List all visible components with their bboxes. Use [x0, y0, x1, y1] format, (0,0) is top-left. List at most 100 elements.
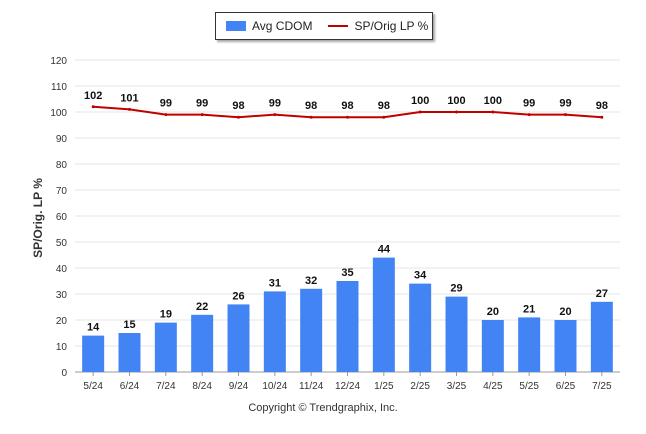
line-data-label: 102: [84, 90, 102, 102]
bar-data-label: 20: [559, 306, 571, 318]
x-tick-label: 5/24: [83, 381, 103, 392]
line-data-label: 100: [411, 95, 429, 107]
legend-item-line[interactable]: SP/Orig LP %: [328, 19, 428, 33]
bar-data-label: 22: [196, 301, 208, 313]
line-point: [200, 113, 204, 117]
line-point: [455, 110, 458, 114]
legend-line-label: SP/Orig LP %: [354, 19, 429, 33]
bar-data-label: 19: [160, 309, 172, 321]
x-tick-label: 6/24: [120, 381, 140, 392]
x-tick-label: 5/25: [519, 381, 539, 392]
copyright-text: Copyright © Trendgraphix, Inc.: [248, 402, 398, 414]
y-tick-label: 100: [50, 108, 67, 119]
line-point: [600, 115, 604, 119]
bar-data-label: 21: [523, 303, 535, 315]
x-tick-label: 7/24: [156, 381, 176, 392]
legend-item-bar[interactable]: Avg CDOM: [226, 19, 312, 33]
bar: [590, 301, 613, 372]
bar-data-label: 20: [487, 306, 499, 318]
bar: [554, 320, 577, 372]
bar-data-label: 29: [450, 283, 462, 295]
legend-bar-label: Avg CDOM: [252, 19, 313, 33]
bar-data-labels: 14 15 19 22 26 31 32 35 44 34 29 20 21 20 27: [87, 244, 608, 334]
y-tick-label: 20: [56, 316, 68, 327]
bar: [481, 320, 504, 372]
bar-data-label: 34: [414, 270, 427, 282]
bar-data-label: 44: [378, 244, 391, 256]
line-point: [273, 113, 277, 117]
line-point: [164, 113, 168, 117]
line-point: [309, 115, 313, 119]
line-data-label: 98: [305, 100, 317, 112]
bar-data-label: 32: [305, 275, 317, 287]
bar: [409, 283, 432, 372]
line-data-label: 99: [269, 98, 281, 110]
bar: [227, 304, 250, 372]
bar-data-label: 31: [269, 277, 281, 289]
bar: [300, 288, 323, 372]
line-point: [491, 110, 495, 114]
x-tick-label: 2/25: [410, 381, 430, 392]
bar: [191, 314, 214, 372]
line-point: [128, 107, 131, 111]
line-data-label: 98: [596, 100, 608, 112]
line-point: [382, 115, 386, 119]
bar-data-label: 27: [596, 288, 608, 300]
bar: [445, 296, 468, 372]
x-tick-label: 6/25: [556, 381, 576, 392]
y-tick-label: 30: [56, 290, 68, 301]
bar: [118, 333, 141, 372]
y-tick-label: 70: [56, 186, 68, 197]
bar: [336, 281, 359, 372]
x-tick-label: 3/25: [447, 381, 467, 392]
line-data-label: 98: [378, 100, 390, 112]
line-swatch-icon: [328, 25, 349, 27]
bar: [372, 257, 395, 372]
x-tick-label: 10/24: [262, 381, 287, 392]
bar-data-label: 14: [87, 322, 100, 334]
y-axis-ticks: 0 10 20 30 40 50 60 70 80 90 100 110 120: [50, 56, 67, 379]
y-tick-label: 50: [56, 238, 68, 249]
line-data-label: 99: [559, 98, 571, 110]
line-data-label: 99: [523, 98, 535, 110]
y-axis-title: SP/Orig. LP %: [31, 178, 45, 258]
grid-lines: [75, 59, 620, 373]
bar: [263, 291, 286, 372]
line-point: [564, 113, 567, 117]
x-axis-ticks: 5/24 6/24 7/24 8/24 9/24 10/24 11/24 12/24 1/25 2…: [83, 372, 612, 392]
line-data-label: 100: [484, 95, 502, 107]
bar-data-label: 35: [341, 267, 353, 279]
y-tick-label: 10: [56, 342, 68, 353]
line-data-label: 100: [447, 95, 465, 107]
bar-series: [82, 257, 613, 372]
x-tick-label: 7/25: [592, 381, 612, 392]
bar: [154, 322, 177, 372]
line-data-labels: 102 101 99 99 98 99 98 98 98 100 100 100 99 99 98: [84, 90, 608, 112]
x-tick-label: 1/25: [374, 381, 394, 392]
bar-data-label: 26: [232, 290, 244, 302]
line-point: [418, 110, 422, 114]
line-point: [346, 115, 349, 119]
line-data-label: 101: [120, 92, 138, 104]
y-tick-label: 80: [56, 160, 68, 171]
x-tick-label: 9/24: [229, 381, 249, 392]
line-data-label: 98: [232, 100, 244, 112]
line-point: [527, 113, 531, 117]
x-tick-label: 8/24: [192, 381, 212, 392]
x-tick-label: 12/24: [335, 381, 360, 392]
y-tick-label: 40: [56, 264, 68, 275]
bar: [82, 335, 105, 372]
line-data-label: 99: [160, 98, 172, 110]
bar-data-label: 15: [123, 319, 135, 331]
x-tick-label: 11/24: [299, 381, 324, 392]
line-point: [91, 105, 95, 109]
bar-swatch-icon: [226, 21, 246, 31]
line-data-label: 99: [196, 98, 208, 110]
bar: [518, 317, 541, 372]
line-point: [237, 115, 240, 119]
legend: Avg CDOM SP/Orig LP %: [215, 12, 433, 40]
line-data-label: 98: [341, 100, 353, 112]
y-tick-label: 90: [56, 134, 68, 145]
x-tick-label: 4/25: [483, 381, 503, 392]
